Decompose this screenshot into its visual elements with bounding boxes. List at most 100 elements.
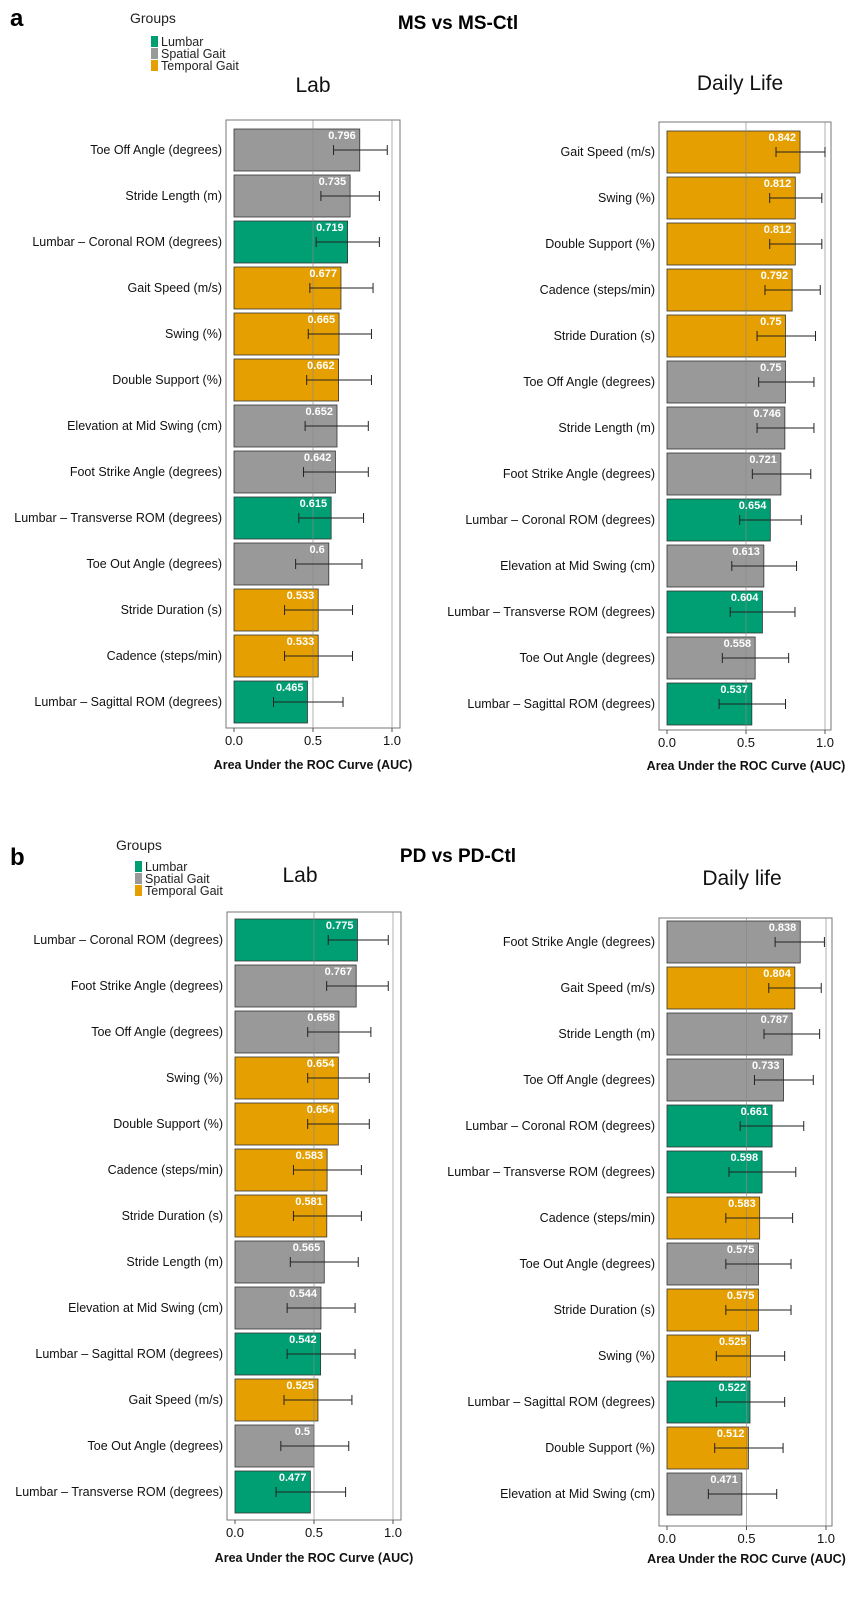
data-label: 0.677 bbox=[309, 268, 337, 280]
data-label: 0.575 bbox=[727, 1244, 755, 1256]
data-label: 0.75 bbox=[760, 362, 781, 374]
chart-title: Daily Life bbox=[697, 72, 783, 95]
x-tick-label: 0.5 bbox=[305, 1525, 323, 1540]
data-label: 0.613 bbox=[732, 546, 760, 558]
category-label: Lumbar – Sagittal ROM (degrees) bbox=[467, 697, 655, 711]
legend-title: Groups bbox=[130, 10, 176, 26]
data-label: 0.654 bbox=[307, 1104, 335, 1116]
category-label: Lumbar – Coronal ROM (degrees) bbox=[465, 513, 655, 527]
category-label: Elevation at Mid Swing (cm) bbox=[68, 1301, 223, 1315]
data-label: 0.533 bbox=[287, 636, 315, 648]
category-label: Stride Length (m) bbox=[558, 421, 655, 435]
x-tick-label: 0.0 bbox=[225, 733, 243, 748]
data-label: 0.792 bbox=[761, 270, 789, 282]
category-label: Stride Duration (s) bbox=[122, 1209, 223, 1223]
panel-a-letter: a bbox=[10, 5, 24, 32]
category-label: Toe Off Angle (degrees) bbox=[91, 1025, 223, 1039]
category-label: Cadence (steps/min) bbox=[540, 283, 655, 297]
x-tick-label: 0.5 bbox=[737, 1531, 755, 1546]
data-label: 0.662 bbox=[307, 360, 335, 372]
data-label: 0.533 bbox=[287, 590, 315, 602]
data-label: 0.796 bbox=[328, 130, 356, 142]
panel-b-legend: Groups Lumbar Spatial Gait Temporal Gait bbox=[116, 837, 223, 898]
category-label: Swing (%) bbox=[165, 327, 222, 341]
category-label: Cadence (steps/min) bbox=[107, 649, 222, 663]
chart-title: Lab bbox=[282, 864, 317, 887]
category-label: Lumbar – Coronal ROM (degrees) bbox=[32, 235, 222, 249]
data-label: 0.544 bbox=[289, 1288, 317, 1300]
data-label: 0.719 bbox=[316, 222, 344, 234]
category-label: Foot Strike Angle (degrees) bbox=[70, 465, 222, 479]
bar bbox=[666, 268, 793, 312]
chart-ms-lab: Lab 0.796 Toe Off Angle (degrees) 0.735 Stri… bbox=[14, 74, 412, 772]
chart-title: Daily life bbox=[702, 867, 781, 890]
data-label: 0.661 bbox=[741, 1106, 769, 1118]
category-label: Elevation at Mid Swing (cm) bbox=[500, 1487, 655, 1501]
category-label: Toe Off Angle (degrees) bbox=[523, 375, 655, 389]
panel-b-letter: b bbox=[10, 844, 25, 871]
x-tick-label: 0.5 bbox=[737, 735, 755, 750]
data-label: 0.658 bbox=[307, 1012, 335, 1024]
legend-label-spatial-gait: Spatial Gait bbox=[161, 47, 226, 61]
category-label: Gait Speed (m/s) bbox=[561, 145, 655, 159]
legend-swatch-spatial-gait bbox=[151, 48, 158, 59]
legend-label-temporal-gait: Temporal Gait bbox=[145, 884, 223, 898]
category-label: Lumbar – Sagittal ROM (degrees) bbox=[35, 1347, 223, 1361]
category-label: Lumbar – Transverse ROM (degrees) bbox=[15, 1485, 223, 1499]
category-label: Stride Length (m) bbox=[126, 1255, 223, 1269]
panel-b-title: PD vs PD-Ctl bbox=[400, 846, 516, 867]
data-label: 0.583 bbox=[728, 1198, 756, 1210]
x-tick-label: 1.0 bbox=[383, 733, 401, 748]
data-label: 0.721 bbox=[749, 454, 777, 466]
legend-swatch-spatial-gait bbox=[135, 873, 142, 884]
chart-title: Lab bbox=[295, 74, 330, 97]
category-label: Double Support (%) bbox=[113, 1117, 223, 1131]
legend-label-spatial-gait: Spatial Gait bbox=[145, 872, 210, 886]
data-label: 0.598 bbox=[731, 1152, 759, 1164]
data-label: 0.575 bbox=[727, 1290, 755, 1302]
legend-label-lumbar: Lumbar bbox=[161, 35, 203, 49]
data-label: 0.615 bbox=[300, 498, 328, 510]
x-tick-label: 0.0 bbox=[658, 1531, 676, 1546]
category-label: Foot Strike Angle (degrees) bbox=[503, 935, 655, 949]
category-label: Stride Duration (s) bbox=[121, 603, 222, 617]
category-label: Cadence (steps/min) bbox=[108, 1163, 223, 1177]
data-label: 0.525 bbox=[719, 1336, 747, 1348]
x-tick-label: 0.0 bbox=[658, 735, 676, 750]
category-label: Toe Out Angle (degrees) bbox=[88, 1439, 224, 1453]
data-label: 0.842 bbox=[769, 132, 797, 144]
data-label: 0.804 bbox=[763, 968, 791, 980]
data-label: 0.642 bbox=[304, 452, 332, 464]
data-label: 0.812 bbox=[764, 178, 792, 190]
data-label: 0.558 bbox=[724, 638, 752, 650]
x-tick-label: 1.0 bbox=[384, 1525, 402, 1540]
x-tick-label: 0.5 bbox=[304, 733, 322, 748]
category-label: Lumbar – Transverse ROM (degrees) bbox=[14, 511, 222, 525]
category-label: Lumbar – Coronal ROM (degrees) bbox=[465, 1119, 655, 1133]
data-label: 0.512 bbox=[717, 1428, 745, 1440]
x-tick-label: 0.0 bbox=[226, 1525, 244, 1540]
data-label: 0.565 bbox=[293, 1242, 321, 1254]
bar bbox=[233, 220, 349, 264]
category-label: Lumbar – Coronal ROM (degrees) bbox=[33, 933, 223, 947]
data-label: 0.542 bbox=[289, 1334, 317, 1346]
x-tick-label: 1.0 bbox=[816, 735, 834, 750]
chart-ms-daily-life: Daily Life 0.842 Gait Speed (m/s) 0.812 Swin… bbox=[447, 72, 845, 773]
data-label: 0.775 bbox=[326, 920, 354, 932]
data-label: 0.654 bbox=[307, 1058, 335, 1070]
data-label: 0.838 bbox=[769, 922, 797, 934]
category-label: Toe Off Angle (degrees) bbox=[90, 143, 222, 157]
legend-label-lumbar: Lumbar bbox=[145, 860, 187, 874]
legend-title: Groups bbox=[116, 837, 162, 853]
bar bbox=[666, 1380, 751, 1424]
panel-a-title: MS vs MS-Ctl bbox=[398, 13, 518, 34]
data-label: 0.746 bbox=[753, 408, 781, 420]
category-label: Foot Strike Angle (degrees) bbox=[71, 979, 223, 993]
category-label: Stride Length (m) bbox=[125, 189, 222, 203]
legend-swatch-lumbar bbox=[135, 861, 142, 872]
category-label: Swing (%) bbox=[166, 1071, 223, 1085]
data-label: 0.654 bbox=[739, 500, 767, 512]
chart-pd-daily-life: Daily life 0.838 Foot Strike Angle (degree… bbox=[447, 867, 846, 1566]
x-axis-label: Area Under the ROC Curve (AUC) bbox=[647, 759, 846, 773]
bar bbox=[234, 918, 358, 962]
